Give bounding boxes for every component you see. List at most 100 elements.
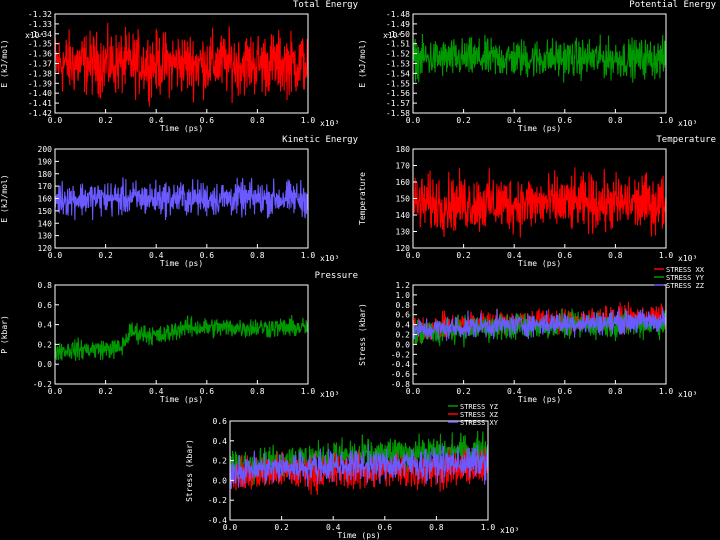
x-multiplier: x10³ xyxy=(320,390,339,399)
x-tick-label: 0.4 xyxy=(507,251,522,260)
y-tick-label: 180 xyxy=(396,145,411,154)
x-tick-label: 0.0 xyxy=(48,251,63,260)
y-tick-label: -1.48 xyxy=(386,10,410,19)
x-tick-label: 0.0 xyxy=(48,116,63,125)
series-line-2-1 xyxy=(413,34,666,83)
y-tick-label: 0.8 xyxy=(38,281,53,290)
y-axis-label: Stress (kbar) xyxy=(185,439,194,502)
x-tick-label: 0.6 xyxy=(558,251,573,260)
legend-label: STRESS ZZ xyxy=(666,282,704,290)
x-tick-label: 0.4 xyxy=(149,251,164,260)
x-axis-label: Time (ps) xyxy=(518,395,561,404)
chart-title: Pressure xyxy=(315,271,358,281)
x-tick-label: 0.8 xyxy=(608,116,623,125)
x-tick-label: 0.4 xyxy=(507,116,522,125)
y-tick-label: -1.52 xyxy=(386,50,410,59)
x-tick-label: 0.0 xyxy=(48,387,63,396)
x-tick-label: 0.8 xyxy=(250,387,265,396)
plot-frame xyxy=(229,420,489,521)
x-tick-label: 1.0 xyxy=(659,387,674,396)
y-tick-label: 0.0 xyxy=(38,360,53,369)
x-multiplier: x10³ xyxy=(320,254,339,263)
y-multiplier: x10⁴ xyxy=(383,31,402,40)
x-tick-label: 1.0 xyxy=(301,251,316,260)
x-tick-label: 0.6 xyxy=(558,116,573,125)
x-tick-label: 0.2 xyxy=(274,523,289,532)
x-tick-label: 0.2 xyxy=(456,116,471,125)
x-tick-label: 0.4 xyxy=(149,116,164,125)
y-tick-label: -0.2 xyxy=(33,380,52,389)
y-tick-label: 130 xyxy=(38,232,53,241)
legend-label: STRESS XY xyxy=(460,419,499,427)
y-tick-label: -1.37 xyxy=(28,60,52,69)
series-line-4-1 xyxy=(413,167,666,238)
chart-panel-1: 0.0 0.2 0.4 0.6 0.8 1.0-1.32-1.33-1.34-1.35-1… xyxy=(0,0,359,133)
series-line-1-1 xyxy=(55,22,308,107)
x-axis-label: Time (ps) xyxy=(160,259,203,268)
y-tick-label: -1.40 xyxy=(28,89,52,98)
x-axis-label: Time (ps) xyxy=(337,531,380,540)
y-tick-label: 170 xyxy=(38,182,53,191)
y-tick-label: 120 xyxy=(396,244,411,253)
y-tick-label: -1.50 xyxy=(386,30,410,39)
chart-title: Total Energy xyxy=(293,0,359,10)
y-tick-label: -1.58 xyxy=(386,109,410,118)
y-tick-label: 120 xyxy=(38,244,53,253)
series-line-stress-zz xyxy=(413,308,666,341)
x-tick-label: 0.0 xyxy=(406,387,421,396)
chart-panel-2: 0.0 0.2 0.4 0.6 0.8 1.0-1.48-1.49-1.50-1.51-1… xyxy=(358,0,717,133)
y-tick-label: 130 xyxy=(396,228,411,237)
y-tick-label: 140 xyxy=(396,211,411,220)
y-tick-label: -0.2 xyxy=(391,350,410,359)
y-tick-label: 200 xyxy=(38,145,53,154)
y-tick-label: 160 xyxy=(38,195,53,204)
y-tick-label: 0.2 xyxy=(213,457,228,466)
x-multiplier: x10³ xyxy=(500,526,519,535)
y-tick-label: 0.8 xyxy=(396,301,411,310)
chart-title: Kinetic Energy xyxy=(282,135,358,145)
x-tick-label: 1.0 xyxy=(659,116,674,125)
x-tick-label: 0.6 xyxy=(558,387,573,396)
chart-panel-4: 0.0 0.2 0.4 0.6 0.8 1.0 180 170 160 150 140 130 120 T… xyxy=(358,135,716,268)
y-axis-label: E (kJ/mol) xyxy=(0,174,9,222)
y-tick-label: -1.51 xyxy=(386,40,410,49)
x-tick-label: 0.0 xyxy=(406,116,421,125)
y-tick-label: -1.34 xyxy=(28,30,52,39)
legend-label: STRESS XZ xyxy=(460,411,498,419)
y-tick-label: -1.33 xyxy=(28,20,52,29)
y-axis-label: Stress (kbar) xyxy=(358,303,367,366)
x-tick-label: 0.2 xyxy=(456,387,471,396)
chart-panel-7: 0.0 0.2 0.4 0.6 0.8 1.0 0.6 0.4 0.2 0.0 -0.2 -0.4 Ti… xyxy=(185,403,519,540)
y-tick-label: 0.6 xyxy=(396,311,411,320)
x-tick-label: 0.6 xyxy=(200,116,215,125)
x-tick-label: 0.6 xyxy=(200,387,215,396)
y-tick-label: 180 xyxy=(38,170,53,179)
y-tick-label: -1.36 xyxy=(28,50,52,59)
x-tick-label: 0.4 xyxy=(507,387,522,396)
x-tick-label: 0.2 xyxy=(98,251,113,260)
series-line-3-1 xyxy=(55,177,308,221)
y-tick-label: -0.8 xyxy=(391,380,410,389)
x-tick-label: 0.0 xyxy=(223,523,238,532)
series-line-5-1 xyxy=(55,315,308,361)
y-axis-label: E (kJ/mol) xyxy=(0,39,9,87)
y-tick-label: -1.42 xyxy=(28,109,52,118)
y-tick-label: 150 xyxy=(38,207,53,216)
y-tick-label: 0.6 xyxy=(213,417,228,426)
x-axis-label: Time (ps) xyxy=(160,124,203,133)
y-tick-label: 0.2 xyxy=(396,331,411,340)
x-tick-label: 0.2 xyxy=(98,387,113,396)
x-tick-label: 0.8 xyxy=(250,116,265,125)
x-axis-label: Time (ps) xyxy=(518,259,561,268)
y-tick-label: -0.6 xyxy=(391,370,410,379)
y-tick-label: 0.0 xyxy=(396,340,411,349)
legend-label: STRESS YZ xyxy=(460,403,498,411)
x-tick-label: 0.4 xyxy=(149,387,164,396)
y-tick-label: -1.39 xyxy=(28,79,52,88)
y-tick-label: -1.56 xyxy=(386,89,410,98)
x-multiplier: x10³ xyxy=(678,254,697,263)
chart-panel-3: 0.0 0.2 0.4 0.6 0.8 1.0 200 190 180 170 160 150 140 1… xyxy=(0,135,359,268)
